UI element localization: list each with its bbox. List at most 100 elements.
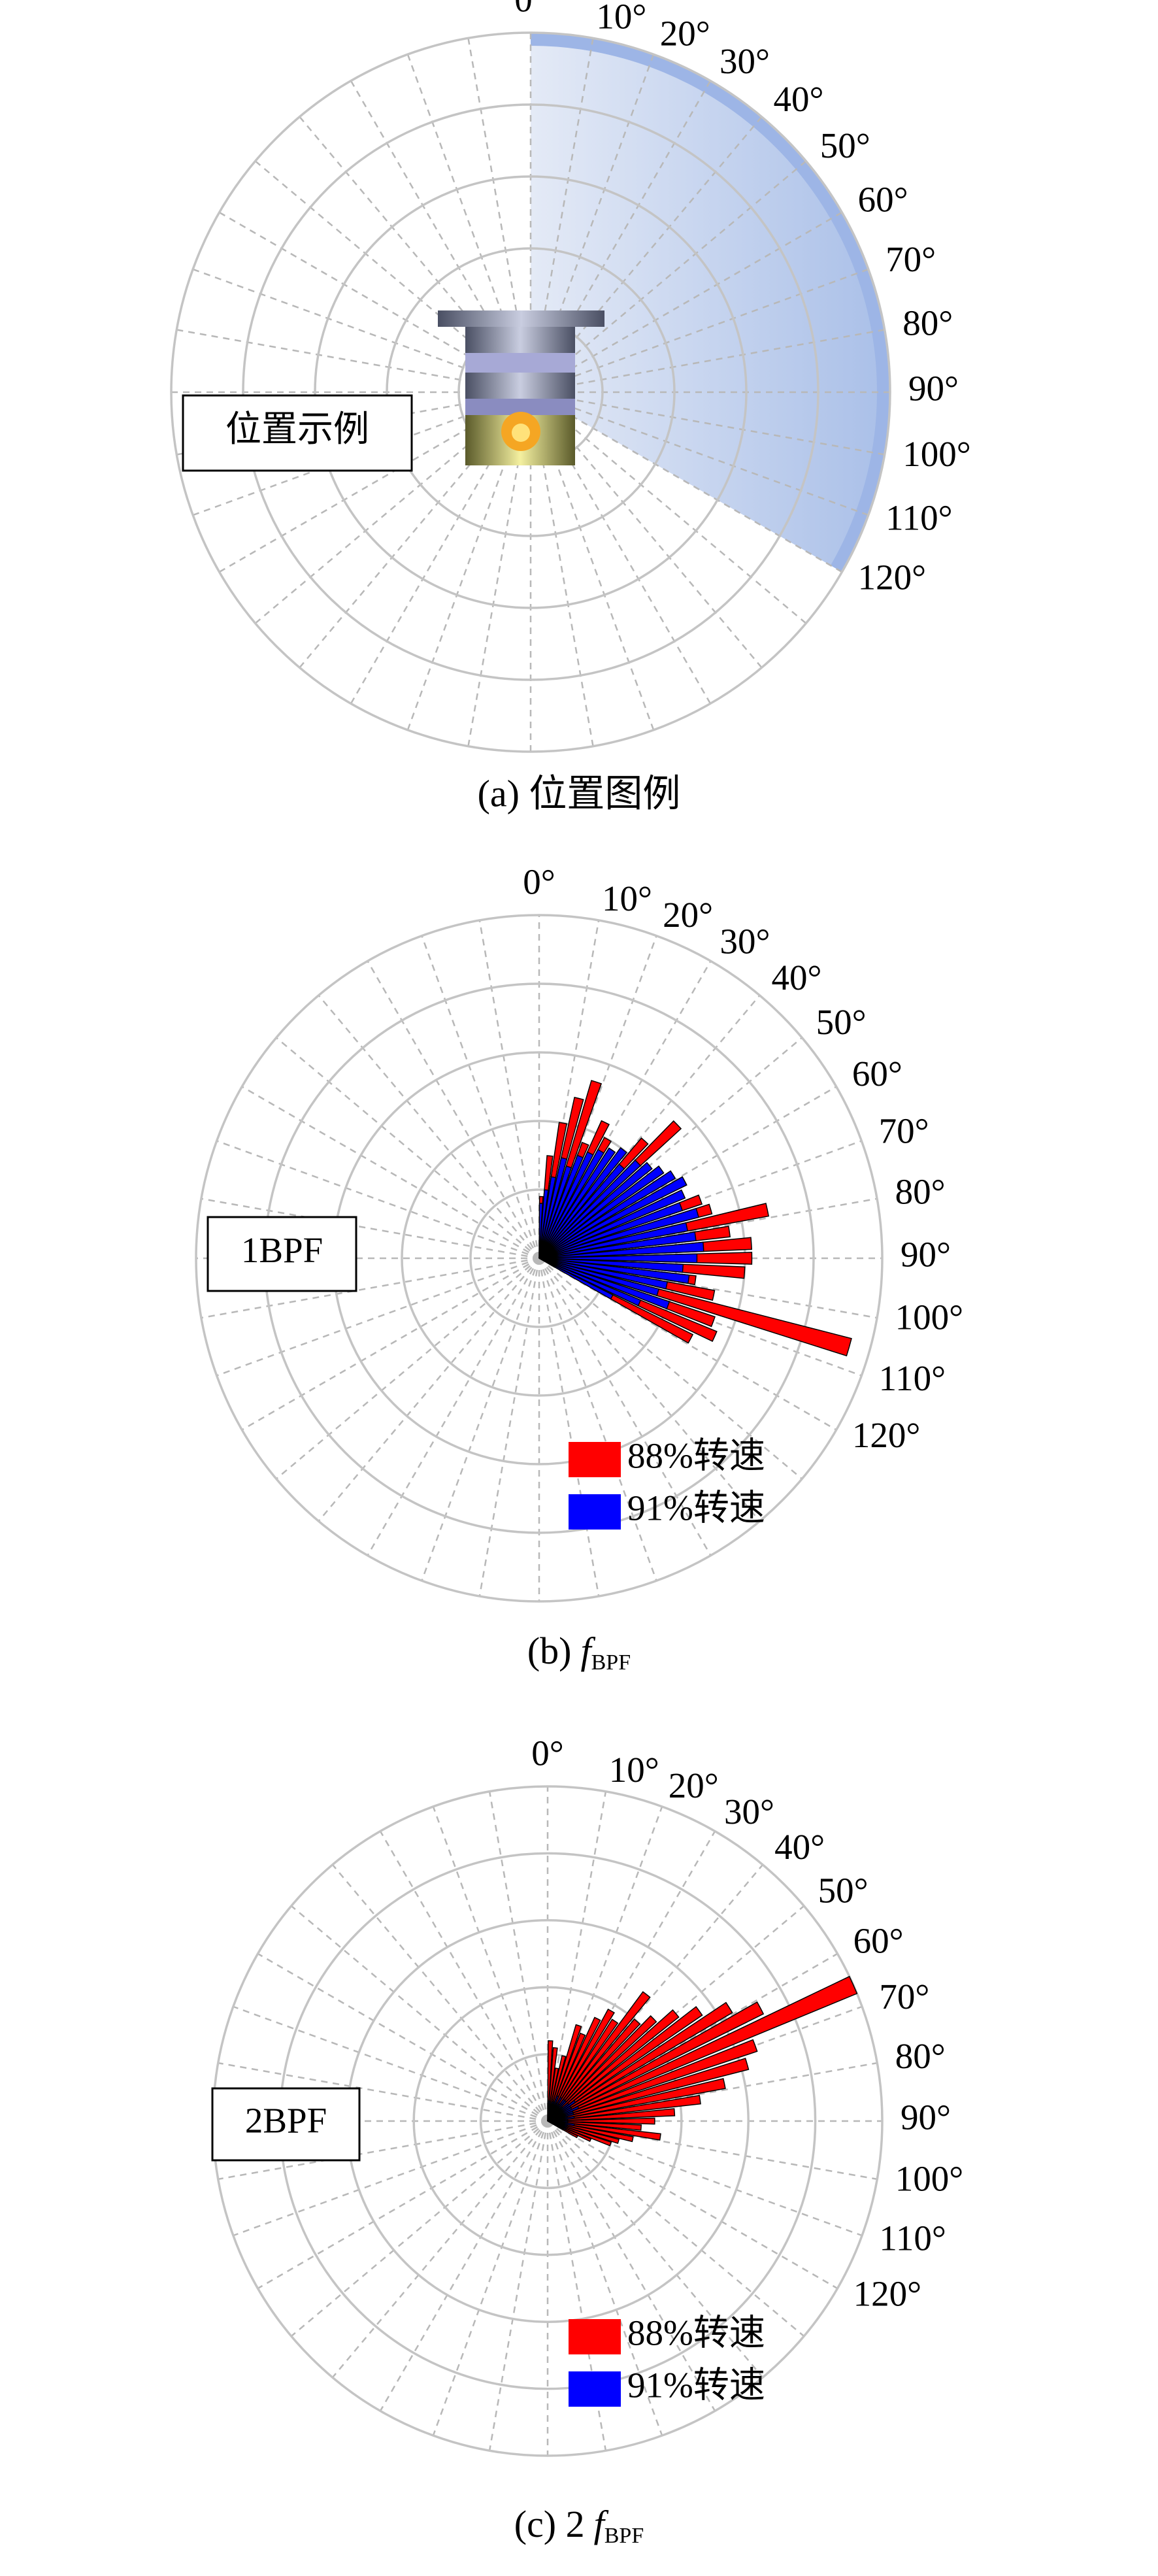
- bar: [547, 2105, 580, 2122]
- spoke: [290, 1905, 548, 2122]
- spoke: [488, 1791, 549, 2122]
- sector: [531, 33, 890, 572]
- grid-ring: [195, 914, 884, 1603]
- legend-swatch: [569, 2319, 621, 2354]
- spoke: [257, 1952, 548, 2122]
- bar: [547, 2018, 619, 2122]
- bar: [538, 1165, 665, 1259]
- spoke: [530, 268, 869, 393]
- legend-label: 88%转速: [627, 2313, 765, 2353]
- spoke: [546, 2120, 607, 2451]
- spoke: [547, 2120, 764, 2379]
- bar: [547, 2117, 655, 2125]
- bar: [547, 2078, 726, 2122]
- label-text: 位置示例: [225, 409, 369, 449]
- theta-tick-label: 60°: [853, 1921, 904, 1961]
- bar: [538, 1148, 605, 1259]
- spoke: [530, 391, 885, 456]
- bar: [538, 1258, 642, 1307]
- spoke: [546, 2120, 663, 2436]
- spoke: [546, 1806, 663, 2122]
- device-glow: [512, 424, 530, 442]
- bar: [538, 1170, 676, 1259]
- spoke: [276, 1037, 540, 1259]
- bar: [547, 2120, 561, 2129]
- theta-tick-label: 20°: [660, 13, 710, 53]
- spoke: [538, 1086, 837, 1260]
- theta-tick-label: 30°: [720, 41, 770, 81]
- bar: [538, 1207, 699, 1259]
- polar-chart: [195, 914, 884, 1603]
- theta-tick-label: 0°: [514, 0, 547, 20]
- grid-ring: [386, 247, 676, 537]
- spoke: [546, 1830, 716, 2122]
- theta-tick-label: 110°: [879, 2218, 946, 2258]
- spoke: [538, 1258, 657, 1581]
- spoke: [547, 2120, 805, 2337]
- sector-edge: [530, 33, 890, 572]
- spoke: [233, 2120, 548, 2237]
- spoke: [379, 1830, 549, 2122]
- theta-tick-label: 0°: [523, 862, 555, 902]
- theta-tick-label: 90°: [901, 2098, 951, 2137]
- bar: [538, 1231, 697, 1259]
- bar: [547, 2039, 758, 2122]
- bar: [538, 1258, 614, 1300]
- theta-tick-label: 30°: [720, 922, 770, 962]
- spoke: [432, 1806, 549, 2122]
- spoke: [241, 1086, 540, 1260]
- spoke: [478, 920, 540, 1259]
- legend-swatch: [569, 2371, 621, 2407]
- spoke: [218, 2120, 548, 2181]
- bar: [538, 1258, 684, 1273]
- theta-tick-label: 10°: [596, 0, 646, 36]
- bar: [547, 2016, 601, 2122]
- label-box: [182, 394, 413, 472]
- bar: [538, 1201, 684, 1259]
- spoke: [290, 2120, 548, 2337]
- bar: [538, 1147, 616, 1259]
- bar: [538, 1162, 653, 1259]
- spoke: [530, 160, 807, 393]
- theta-tick-label: 100°: [902, 434, 971, 474]
- spoke: [488, 2120, 549, 2451]
- theta-tick-label: 60°: [852, 1054, 902, 1094]
- spoke: [538, 1257, 837, 1431]
- spoke: [547, 2120, 878, 2181]
- spoke: [331, 2120, 548, 2379]
- spoke: [538, 995, 761, 1259]
- theta-tick-label: 40°: [774, 79, 824, 119]
- caption-subscript: BPF: [591, 1650, 631, 1675]
- bar: [547, 2094, 701, 2122]
- theta-tick-label: 90°: [901, 1235, 951, 1275]
- label-text: 1BPF: [241, 1230, 323, 1270]
- spoke: [201, 1197, 540, 1260]
- bar: [547, 2008, 615, 2122]
- spoke: [547, 2120, 838, 2290]
- spoke: [216, 1257, 540, 1377]
- background-layer: [170, 31, 891, 2457]
- bar: [547, 2058, 750, 2122]
- theta-tick-label: 70°: [879, 1977, 929, 2016]
- spoke: [331, 1864, 548, 2122]
- theta-tick-label: 10°: [609, 1750, 659, 1790]
- theta-tick-label: 100°: [895, 1297, 964, 1337]
- legend-swatch: [569, 1494, 621, 1530]
- label-box: [211, 2087, 361, 2162]
- grid-ring: [412, 1986, 683, 2256]
- polar-chart: [212, 1785, 884, 2457]
- spoke: [538, 960, 712, 1259]
- caption-prefix: (c) 2: [514, 2503, 585, 2545]
- spoke: [538, 1140, 862, 1260]
- spoke: [547, 2062, 878, 2122]
- bar: [538, 1189, 686, 1259]
- device-band: [465, 353, 575, 373]
- theta-tick-label: 120°: [852, 1415, 921, 1455]
- theta-tick-label: 80°: [902, 303, 953, 343]
- bar: [538, 1258, 670, 1310]
- caption-prefix: (b): [527, 1630, 572, 1672]
- spoke: [530, 391, 869, 516]
- grid-ring: [242, 103, 819, 681]
- spoke: [367, 1258, 540, 1556]
